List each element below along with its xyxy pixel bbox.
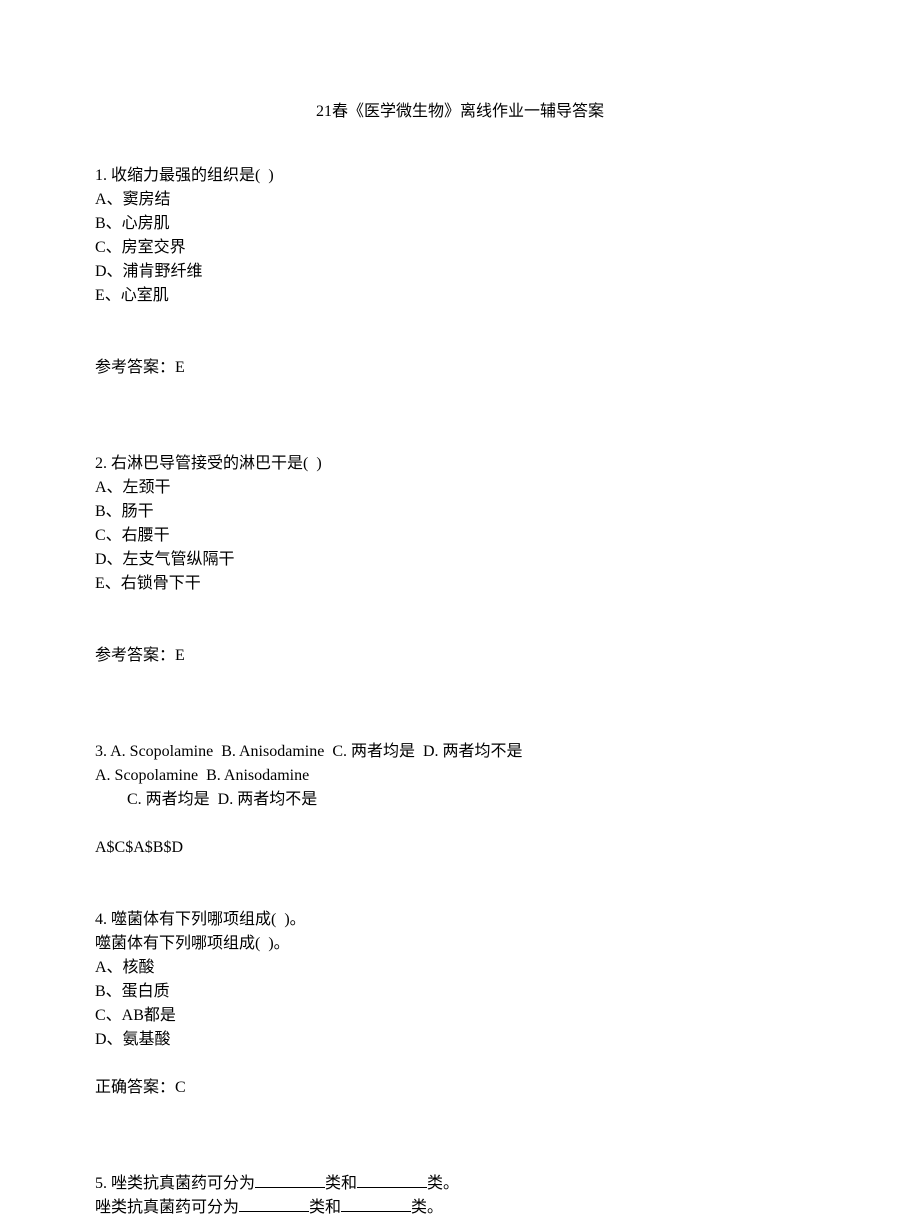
q2-opt-d: D、左支气管纵隔干 (95, 548, 825, 572)
q2-opt-c: C、右腰干 (95, 524, 825, 548)
q4-answer: 正确答案：C (95, 1076, 825, 1100)
q1-opt-e: E、心室肌 (95, 284, 825, 308)
page-title: 21春《医学微生物》离线作业一辅导答案 (95, 100, 825, 124)
q3-line1: 3. A. Scopolamine B. Anisodamine C. 两者均是… (95, 740, 825, 764)
q4-opt-d: D、氨基酸 (95, 1028, 825, 1052)
q1-stem: 1. 收缩力最强的组织是( ) (95, 164, 825, 188)
q2-opt-b: B、肠干 (95, 500, 825, 524)
q5-mid2: 类和 (309, 1199, 341, 1216)
q5-line2: 唑类抗真菌药可分为 类和 类。 (95, 1196, 825, 1220)
q2-opt-a: A、左颈干 (95, 476, 825, 500)
q1-opt-b: B、心房肌 (95, 212, 825, 236)
q2-opt-e: E、右锁骨下干 (95, 572, 825, 596)
q4-line1: 4. 噬菌体有下列哪项组成( )。 (95, 908, 825, 932)
question-1: 1. 收缩力最强的组织是( ) A、窦房结 B、心房肌 C、房室交界 D、浦肯野… (95, 164, 825, 380)
q1-answer: 参考答案：E (95, 356, 825, 380)
q5-line1: 5. 唑类抗真菌药可分为 类和 类。 (95, 1172, 825, 1196)
q5-suffix2: 类。 (411, 1199, 443, 1216)
blank-1 (255, 1172, 325, 1188)
q2-stem: 2. 右淋巴导管接受的淋巴干是( ) (95, 452, 825, 476)
q1-opt-d: D、浦肯野纤维 (95, 260, 825, 284)
q1-opt-a: A、窦房结 (95, 188, 825, 212)
q1-opt-c: C、房室交界 (95, 236, 825, 260)
q3-line3: C. 两者均是 D. 两者均不是 (95, 788, 825, 812)
blank-2 (357, 1172, 427, 1188)
q5-suffix1: 类。 (427, 1175, 459, 1192)
q4-line2: 噬菌体有下列哪项组成( )。 (95, 932, 825, 956)
q4-opt-a: A、核酸 (95, 956, 825, 980)
q5-prefix2: 唑类抗真菌药可分为 (95, 1199, 239, 1216)
q3-answer: A$C$A$B$D (95, 836, 825, 860)
q4-opt-c: C、AB都是 (95, 1004, 825, 1028)
blank-4 (341, 1196, 411, 1212)
q5-prefix1: 5. 唑类抗真菌药可分为 (95, 1175, 255, 1192)
question-2: 2. 右淋巴导管接受的淋巴干是( ) A、左颈干 B、肠干 C、右腰干 D、左支… (95, 452, 825, 668)
q5-mid1: 类和 (325, 1175, 357, 1192)
question-5: 5. 唑类抗真菌药可分为类和类。 唑类抗真菌药可分为类和类。 (95, 1172, 825, 1220)
blank-3 (239, 1196, 309, 1212)
question-3: 3. A. Scopolamine B. Anisodamine C. 两者均是… (95, 740, 825, 860)
question-4: 4. 噬菌体有下列哪项组成( )。 噬菌体有下列哪项组成( )。 A、核酸 B、… (95, 908, 825, 1100)
q2-answer: 参考答案：E (95, 644, 825, 668)
q3-line2: A. Scopolamine B. Anisodamine (95, 764, 825, 788)
q4-opt-b: B、蛋白质 (95, 980, 825, 1004)
